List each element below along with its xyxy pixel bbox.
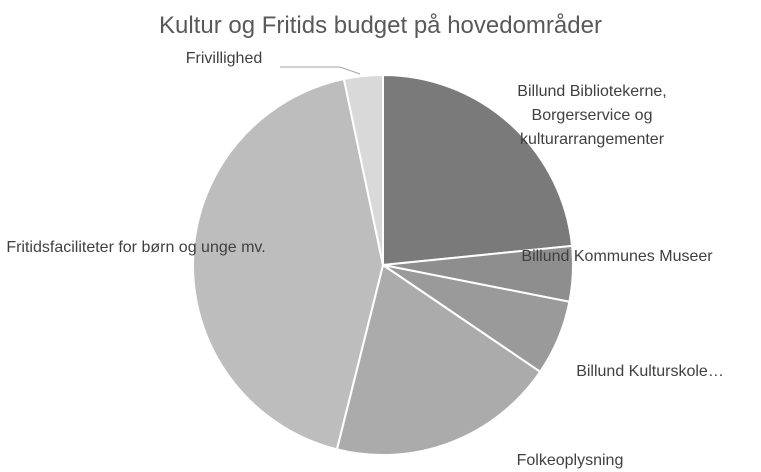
chart-title: Kultur og Fritids budget på hovedområder (159, 12, 602, 39)
slice-label: Frivillighed (185, 50, 263, 67)
slice-label: Billund Kommunes Museer (521, 248, 713, 265)
leader-line (280, 66, 361, 75)
slice-label: Billund Bibliotekerne, Borgerservice og … (517, 83, 667, 148)
pie-slice (192, 77, 385, 451)
pie-slice (342, 73, 384, 266)
pie-slice (335, 263, 542, 456)
pie-slice (382, 73, 574, 267)
slice-label: Fritidsfaciliteter for børn og unge mv. (6, 239, 266, 256)
slice-label: Folkeoplysning (516, 452, 624, 469)
slice-label: Billund Kulturskole… (576, 363, 724, 380)
